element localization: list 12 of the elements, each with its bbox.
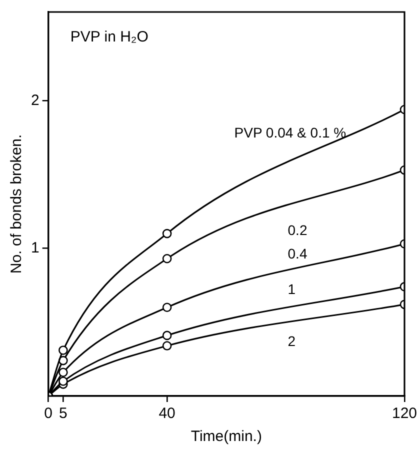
y-axis-title: No. of bonds broken.: [8, 134, 26, 274]
x-tick-label: 120: [392, 405, 417, 422]
x-tick-label: 0: [44, 405, 53, 422]
series-label: PVP 0.04 & 0.1 %: [234, 124, 346, 140]
x-axis-title: Time(min.): [190, 428, 262, 446]
x-tick-label: 5: [59, 405, 68, 422]
series-label: 2: [288, 332, 296, 349]
series-label: 1: [288, 280, 296, 297]
x-tick-label: 40: [158, 405, 176, 422]
series-label: 0.4: [288, 245, 308, 262]
series-label: 0.2: [288, 222, 308, 238]
text: PVP in H₂O: [70, 28, 148, 46]
